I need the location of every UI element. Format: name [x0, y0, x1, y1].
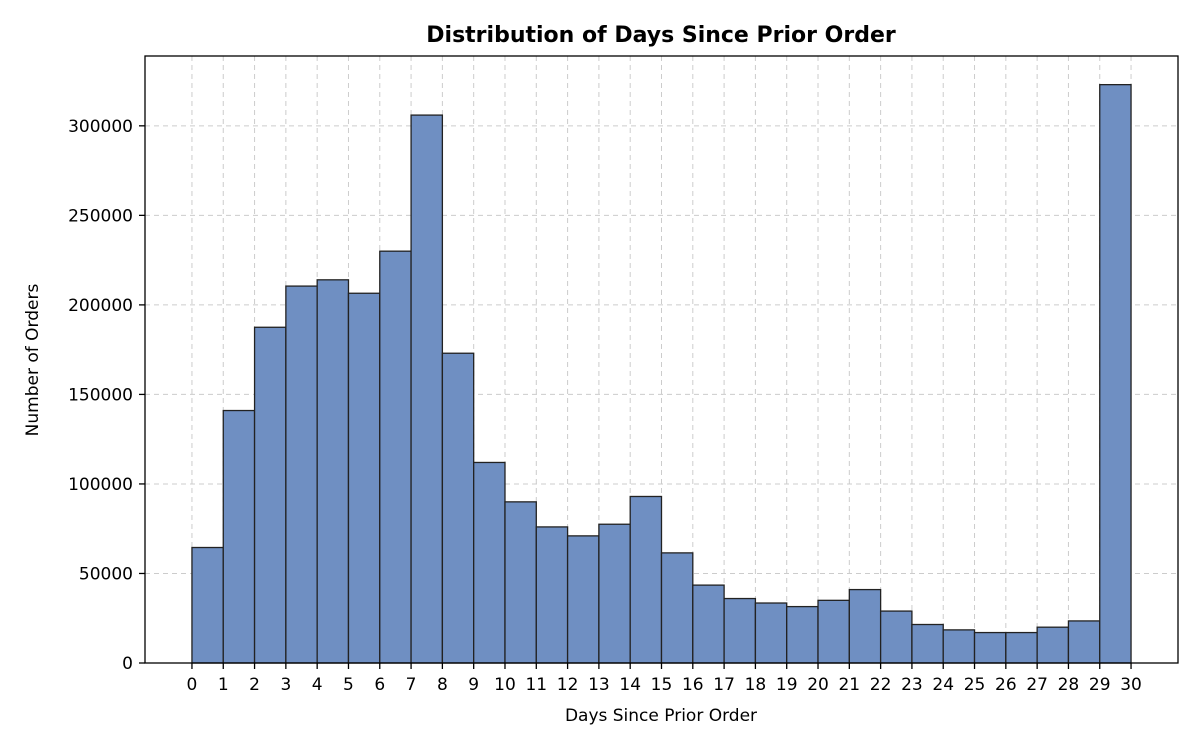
histogram-bar [1099, 83, 1132, 664]
histogram-bar [504, 501, 537, 664]
x-axis-label: Days Since Prior Order [565, 706, 757, 726]
x-tick-label: 4 [312, 675, 323, 695]
x-tick-label: 2 [249, 675, 260, 695]
x-tick-label: 5 [343, 675, 354, 695]
histogram-bar [879, 610, 913, 664]
x-tick-label: 26 [995, 675, 1017, 695]
x-tick-label: 18 [745, 675, 767, 695]
x-tick-label: 22 [870, 675, 892, 695]
y-tick-label: 100000 [68, 475, 133, 495]
y-tick-label: 300000 [68, 117, 133, 137]
x-tick-label: 14 [619, 675, 641, 695]
x-tick-label: 17 [713, 675, 735, 695]
histogram-bar [285, 285, 318, 664]
y-tick-label: 250000 [68, 206, 133, 226]
histogram-bar [441, 352, 475, 664]
x-tick-label: 21 [838, 675, 860, 695]
y-tick-label: 50000 [79, 564, 133, 584]
y-tick-label: 200000 [68, 296, 133, 316]
histogram-bar [253, 326, 287, 664]
histogram-bar [473, 461, 506, 664]
histogram-bar [535, 526, 569, 664]
y-axis-label: Number of Orders [23, 284, 43, 437]
histogram-bar [848, 588, 882, 664]
histogram-bar [629, 495, 663, 664]
x-tick-label: 23 [901, 675, 923, 695]
x-tick-label: 24 [932, 675, 954, 695]
histogram-bar [692, 584, 725, 664]
histogram-bar [942, 629, 976, 664]
x-tick-label: 29 [1089, 675, 1111, 695]
x-tick-label: 15 [651, 675, 673, 695]
histogram-bar [347, 292, 381, 664]
x-tick-label: 16 [682, 675, 704, 695]
x-tick-label: 25 [964, 675, 986, 695]
x-tick-label: 1 [218, 675, 229, 695]
histogram-bar [410, 114, 444, 664]
x-tick-label: 10 [494, 675, 516, 695]
histogram-bar [222, 409, 256, 664]
x-tick-label: 3 [280, 675, 291, 695]
histogram-bar [786, 605, 819, 664]
axis-ticks: 0 1 2 3 4 5 6 7 8 9 10 11 12 13 14 15 16 17 18 19 20 21 22 23 24… [68, 117, 1142, 695]
x-tick-label: 8 [437, 675, 448, 695]
x-tick-label: 30 [1120, 675, 1142, 695]
x-tick-label: 28 [1058, 675, 1080, 695]
y-tick-label: 0 [122, 654, 133, 674]
histogram-bar [566, 535, 600, 664]
x-tick-label: 19 [776, 675, 798, 695]
x-tick-label: 7 [406, 675, 417, 695]
x-tick-label: 12 [557, 675, 579, 695]
x-tick-label: 0 [187, 675, 198, 695]
histogram-bar [1036, 626, 1070, 664]
histogram-bar [754, 602, 788, 664]
histogram-bar [723, 597, 757, 664]
x-tick-label: 11 [525, 675, 547, 695]
histogram-bar [379, 250, 412, 664]
histogram-bar [1005, 631, 1038, 664]
histogram-bar [911, 623, 944, 664]
chart-title: Distribution of Days Since Prior Order [426, 23, 896, 48]
plot-frame [144, 55, 1179, 664]
x-tick-label: 9 [468, 675, 479, 695]
histogram-bar [1067, 620, 1101, 664]
histogram-bar [598, 523, 631, 664]
y-tick-label: 150000 [68, 385, 133, 405]
histogram-bar [660, 552, 694, 664]
histogram-bar [817, 599, 850, 664]
histogram-bar [191, 546, 224, 664]
x-tick-label: 13 [588, 675, 610, 695]
x-tick-label: 20 [807, 675, 829, 695]
x-tick-label: 27 [1026, 675, 1048, 695]
x-tick-label: 6 [374, 675, 385, 695]
histogram-bar [316, 279, 350, 664]
histogram-bar [973, 631, 1007, 664]
